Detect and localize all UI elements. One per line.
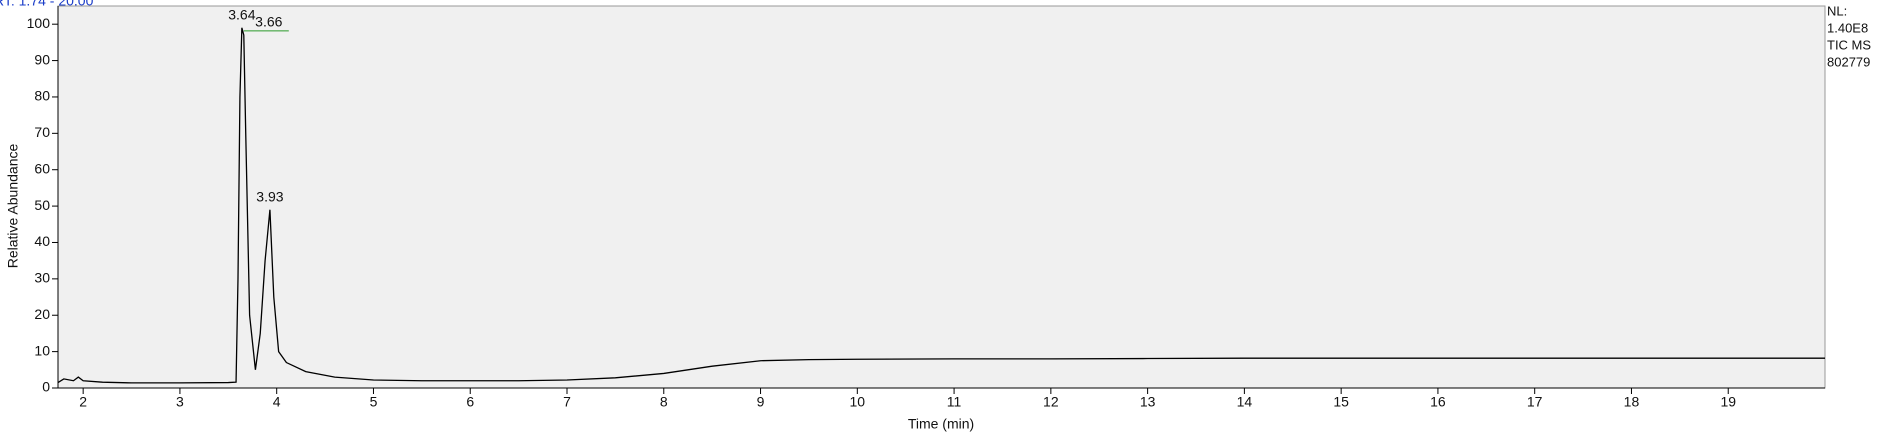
x-tick-label: 16 [1430,394,1446,410]
trace [57,27,1825,384]
y-tick-label: 70 [34,124,50,140]
x-tick-label: 6 [466,394,474,410]
x-tick-label: 2 [79,394,87,410]
y-tick-label: 60 [34,160,50,176]
y-tick-label: 30 [34,270,50,286]
peak-label: 3.93 [256,188,283,204]
x-tick-label: 10 [850,394,866,410]
peak-label: 3.64 [228,7,255,23]
y-tick-label: 10 [34,342,50,358]
side-label: NL: [1827,3,1847,18]
y-tick-label: 100 [27,15,51,31]
x-axis-label: Time (min) [908,416,974,432]
header: RT: 1.74 - 20.00 [0,0,94,9]
side-label: TIC MS [1827,37,1871,52]
x-tick-label: 9 [757,394,765,410]
y-tick-label: 20 [34,306,50,322]
y-tick-label: 90 [34,51,50,67]
x-tick-label: 18 [1624,394,1640,410]
x-tick-label: 8 [660,394,668,410]
x-tick-label: 12 [1043,394,1059,410]
peak-label: 3.66 [255,14,282,30]
x-tick-label: 5 [370,394,378,410]
x-tick-label: 3 [176,394,184,410]
x-tick-label: 4 [273,394,281,410]
x-tick-label: 14 [1237,394,1253,410]
x-tick-label: 17 [1527,394,1543,410]
x-tick-label: 11 [947,394,962,410]
y-tick-label: 80 [34,88,50,104]
x-tick-label: 13 [1140,394,1156,410]
y-tick-label: 0 [42,379,50,395]
plot-area [57,5,1826,389]
y-tick-label: 40 [34,233,50,249]
y-tick-label: 50 [34,197,50,213]
x-tick-label: 19 [1720,394,1736,410]
side-label: 802779 [1827,54,1870,69]
x-tick-label: 15 [1333,394,1349,410]
x-tick-label: 7 [563,394,571,410]
side-label: 1.40E8 [1827,20,1868,35]
y-axis-label: Relative Abundance [5,144,21,269]
